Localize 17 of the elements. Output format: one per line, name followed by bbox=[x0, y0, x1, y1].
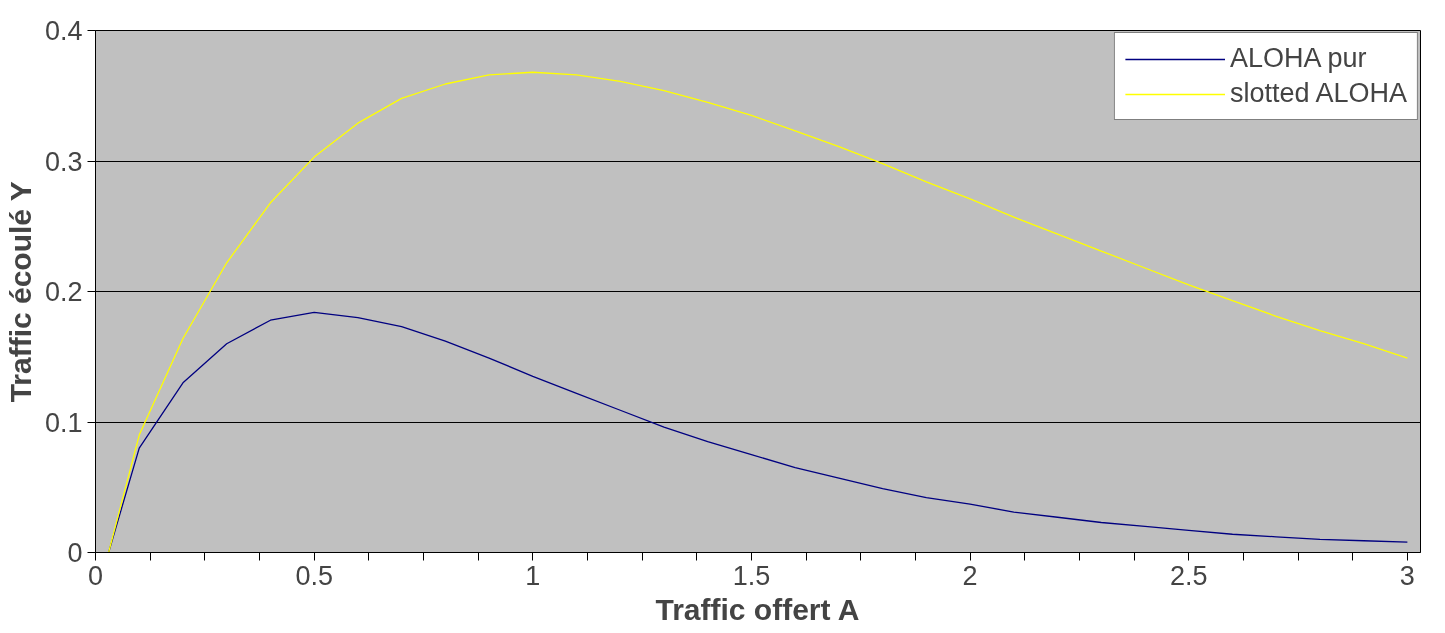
y-tick-label: 0.2 bbox=[44, 277, 83, 307]
x-axis-title: Traffic offert A bbox=[655, 592, 860, 626]
x-tick-label: 3 bbox=[1399, 560, 1415, 591]
x-tick-label: 2 bbox=[962, 560, 978, 591]
legend-label: ALOHA pur bbox=[1229, 43, 1367, 74]
y-axis-title: Traffic écoulé Y bbox=[3, 181, 37, 403]
y-tick-label: 0.4 bbox=[44, 16, 83, 46]
y-tick-label: 0 bbox=[67, 538, 83, 568]
x-tick-label: 0 bbox=[87, 560, 104, 591]
y-tick-label: 0.3 bbox=[44, 146, 83, 177]
y-tick-label: 0.1 bbox=[44, 407, 83, 438]
legend-label: slotted ALOHA bbox=[1229, 78, 1407, 109]
x-tick-label: 0.5 bbox=[295, 560, 333, 591]
x-tick-label: 1.5 bbox=[732, 560, 771, 591]
x-tick-label: 1 bbox=[525, 560, 541, 591]
x-tick-label: 2.5 bbox=[1169, 560, 1208, 591]
line-series bbox=[107, 71, 1409, 553]
